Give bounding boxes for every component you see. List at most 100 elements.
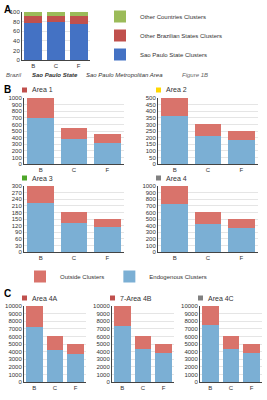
svg-text:1000: 1000: [8, 372, 22, 378]
svg-text:10000: 10000: [93, 303, 110, 309]
svg-text:300: 300: [146, 122, 157, 128]
svg-text:300: 300: [12, 141, 23, 147]
svg-text:80: 80: [13, 19, 20, 25]
svg-text:250: 250: [146, 128, 157, 134]
svg-text:C: C: [141, 385, 146, 391]
svg-text:7-Area 4B: 7-Area 4B: [120, 295, 152, 302]
svg-text:1000: 1000: [8, 95, 22, 101]
svg-text:270: 270: [12, 190, 23, 196]
svg-text:5000: 5000: [96, 341, 110, 347]
svg-text:5000: 5000: [184, 341, 198, 347]
svg-text:Area 4A: Area 4A: [32, 295, 58, 302]
svg-text:C: C: [4, 288, 11, 299]
svg-text:400: 400: [146, 223, 157, 229]
svg-text:50: 50: [149, 155, 156, 161]
svg-text:100: 100: [146, 148, 157, 154]
svg-text:0: 0: [152, 249, 156, 255]
svg-text:9000: 9000: [184, 311, 198, 317]
svg-text:4000: 4000: [8, 349, 22, 355]
svg-text:3000: 3000: [184, 356, 198, 362]
svg-text:0: 0: [18, 249, 22, 255]
svg-text:9000: 9000: [96, 311, 110, 317]
svg-text:Other Countries Clusters: Other Countries Clusters: [140, 14, 206, 20]
svg-text:100: 100: [146, 243, 157, 249]
svg-text:B: B: [4, 84, 11, 95]
svg-text:Area 1: Area 1: [32, 86, 53, 93]
svg-text:450: 450: [146, 102, 157, 108]
svg-text:F: F: [239, 255, 243, 261]
svg-text:300: 300: [146, 229, 157, 235]
svg-text:900: 900: [146, 190, 157, 196]
svg-text:B: B: [32, 385, 36, 391]
svg-text:60: 60: [13, 28, 20, 34]
svg-text:10000: 10000: [5, 303, 22, 309]
svg-text:6000: 6000: [184, 334, 198, 340]
svg-text:800: 800: [146, 196, 157, 202]
svg-text:5000: 5000: [8, 341, 22, 347]
svg-text:150: 150: [146, 141, 157, 147]
svg-text:350: 350: [146, 115, 157, 121]
svg-text:C: C: [54, 63, 59, 69]
svg-text:C: C: [53, 385, 58, 391]
svg-text:0: 0: [152, 161, 156, 167]
svg-text:Sao Paulo State Clusters: Sao Paulo State Clusters: [140, 52, 207, 58]
svg-text:F: F: [250, 385, 254, 391]
svg-text:F: F: [162, 385, 166, 391]
svg-text:4000: 4000: [184, 349, 198, 355]
svg-text:Outside Clusters: Outside Clusters: [60, 274, 104, 280]
svg-text:B: B: [120, 385, 124, 391]
svg-text:Sao Paulo State: Sao Paulo State: [32, 72, 78, 78]
svg-text:6000: 6000: [8, 334, 22, 340]
svg-text:Figure 1B: Figure 1B: [182, 72, 208, 78]
svg-text:1000: 1000: [142, 183, 156, 189]
svg-text:2000: 2000: [96, 364, 110, 370]
svg-text:Other Brazilian States Cluster: Other Brazilian States Clusters: [140, 33, 222, 39]
svg-text:C: C: [72, 167, 77, 173]
svg-text:200: 200: [146, 236, 157, 242]
svg-text:F: F: [239, 167, 243, 173]
svg-text:B: B: [39, 167, 43, 173]
svg-text:90: 90: [15, 229, 22, 235]
svg-text:B: B: [173, 255, 177, 261]
svg-text:8000: 8000: [184, 318, 198, 324]
svg-text:0: 0: [194, 379, 198, 385]
svg-text:0: 0: [106, 379, 110, 385]
svg-text:10000: 10000: [181, 303, 198, 309]
svg-text:500: 500: [12, 128, 23, 134]
svg-text:3000: 3000: [96, 356, 110, 362]
svg-text:B: B: [173, 167, 177, 173]
svg-text:3000: 3000: [8, 356, 22, 362]
svg-text:210: 210: [12, 203, 23, 209]
svg-text:30: 30: [15, 243, 22, 249]
svg-text:7000: 7000: [184, 326, 198, 332]
svg-text:B: B: [31, 63, 35, 69]
svg-text:0: 0: [18, 161, 22, 167]
svg-text:Sao Paulo Metropolitan Area: Sao Paulo Metropolitan Area: [86, 72, 163, 78]
svg-text:7000: 7000: [96, 326, 110, 332]
svg-text:9000: 9000: [8, 311, 22, 317]
svg-text:700: 700: [146, 203, 157, 209]
svg-text:1000: 1000: [184, 372, 198, 378]
svg-text:2000: 2000: [8, 364, 22, 370]
svg-text:2000: 2000: [184, 364, 198, 370]
svg-text:Area 4: Area 4: [166, 175, 187, 182]
svg-text:F: F: [105, 167, 109, 173]
svg-text:500: 500: [146, 95, 157, 101]
svg-text:C: C: [229, 385, 234, 391]
svg-text:7000: 7000: [8, 326, 22, 332]
svg-text:800: 800: [12, 108, 23, 114]
svg-text:600: 600: [12, 122, 23, 128]
svg-text:6000: 6000: [96, 334, 110, 340]
svg-text:B: B: [208, 385, 212, 391]
svg-text:8000: 8000: [8, 318, 22, 324]
svg-text:B: B: [39, 255, 43, 261]
svg-text:60: 60: [15, 236, 22, 242]
svg-text:Area 3: Area 3: [32, 175, 53, 182]
svg-text:C: C: [206, 255, 211, 261]
svg-text:200: 200: [12, 148, 23, 154]
svg-text:F: F: [74, 385, 78, 391]
svg-text:1000: 1000: [96, 372, 110, 378]
svg-text:180: 180: [12, 210, 23, 216]
svg-text:F: F: [77, 63, 81, 69]
svg-text:100: 100: [12, 155, 23, 161]
